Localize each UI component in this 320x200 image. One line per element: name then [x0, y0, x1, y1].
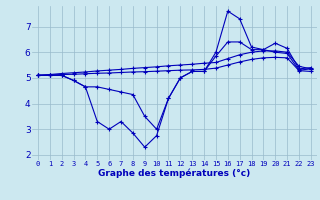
- X-axis label: Graphe des températures (°c): Graphe des températures (°c): [98, 168, 251, 178]
